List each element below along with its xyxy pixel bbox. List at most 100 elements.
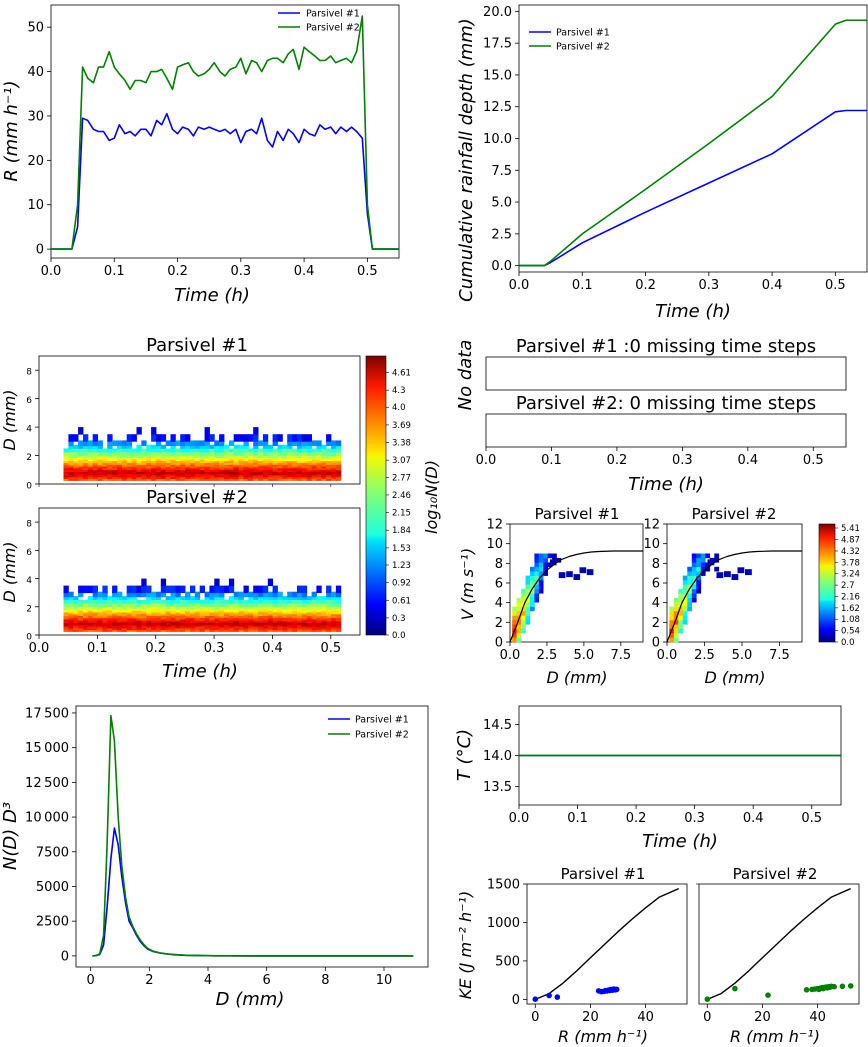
- heatmap-cell: [185, 475, 191, 478]
- missing-bar-p2: [485, 413, 847, 448]
- heatmap-cell: [204, 440, 210, 447]
- heatmap-cell: [321, 608, 327, 611]
- heatmap-cell: [121, 440, 128, 447]
- heatmap-cell: [141, 612, 147, 615]
- heatmap-cell: [301, 626, 308, 629]
- heatmap-cell: [170, 626, 176, 629]
- heatmap-cell: [102, 606, 108, 610]
- y-tick-label: 10: [643, 537, 660, 552]
- heatmap-cell: [165, 620, 171, 623]
- heatmap-cell: [262, 622, 269, 625]
- heatmap-cell: [146, 464, 152, 467]
- vd-cell: [538, 575, 544, 581]
- heatmap-cell: [316, 451, 322, 456]
- heatmap-cell: [272, 440, 278, 447]
- vd-cell: [534, 566, 540, 572]
- y-tick-label: 5000: [36, 880, 69, 895]
- heatmap-cell: [311, 615, 317, 618]
- heatmap-cell: [107, 451, 113, 456]
- heatmap-cell: [199, 459, 205, 462]
- heatmap-cell: [233, 459, 239, 462]
- heatmap-cell: [297, 448, 303, 453]
- heatmap-cell: [267, 608, 274, 611]
- heatmap-cell: [199, 603, 205, 608]
- heatmap-cell: [267, 444, 274, 449]
- heatmap-cell: [228, 627, 235, 630]
- heatmap-cell: [301, 464, 308, 467]
- vd-cell: [512, 637, 517, 643]
- legend-label-p1: Parsivel #1: [355, 715, 409, 726]
- heatmap-cell: [233, 620, 239, 623]
- x-tick-label: 40: [809, 1010, 826, 1025]
- rain-rate-line-p2: [51, 15, 399, 250]
- heatmap-cell: [258, 627, 264, 630]
- heatmap-cell: [78, 462, 84, 465]
- heatmap-cell: [297, 612, 303, 615]
- heatmap-cell: [335, 617, 342, 620]
- heatmap-cell: [301, 617, 308, 620]
- heatmap-cell: [297, 610, 303, 613]
- heatmap-cell: [277, 613, 283, 616]
- heatmap-cell: [287, 624, 293, 627]
- heatmap-cell: [160, 455, 167, 459]
- heatmap-cell: [97, 468, 103, 471]
- heatmap-cell: [331, 622, 337, 625]
- heatmap-cell: [73, 473, 79, 476]
- heatmap-cell: [292, 448, 298, 453]
- heatmap-cell: [92, 610, 98, 613]
- y-tick-label: 8: [652, 557, 660, 572]
- heatmap-cell: [238, 451, 244, 456]
- heatmap-cell: [301, 462, 308, 465]
- heatmap-cell: [282, 457, 288, 460]
- heatmap-cell: [238, 468, 244, 471]
- heatmap-cell: [83, 455, 89, 459]
- heatmap-cell: [209, 617, 215, 620]
- heatmap-cell: [224, 451, 230, 456]
- heatmap-cell: [131, 451, 137, 456]
- heatmap-cell: [248, 622, 254, 625]
- heatmap-cell: [297, 622, 303, 625]
- heatmap-cell: [326, 478, 332, 481]
- heatmap-cell: [92, 627, 98, 630]
- heatmap-cell: [219, 585, 225, 594]
- heatmap-cell: [160, 444, 167, 449]
- heatmap-cell: [73, 451, 79, 456]
- colorbar-tick-label: 0.92: [392, 579, 411, 589]
- heatmap-cell: [92, 624, 98, 627]
- heatmap-cell: [92, 629, 98, 632]
- heatmap-cell: [243, 459, 249, 462]
- heatmap-cell: [326, 599, 332, 604]
- heatmap-cell: [321, 619, 327, 622]
- heatmap-cell: [262, 469, 269, 472]
- heatmap-cell: [63, 457, 69, 460]
- heatmap-cell: [175, 606, 181, 610]
- vd-cell: [705, 566, 711, 572]
- heatmap-cell: [287, 471, 293, 474]
- heatmap-cell: [219, 464, 225, 467]
- heatmap-cell: [233, 610, 239, 613]
- heatmap-cell: [321, 620, 327, 623]
- heatmap-cell: [126, 608, 132, 611]
- heatmap-cell: [63, 596, 69, 600]
- heatmap-cell: [117, 606, 123, 610]
- heatmap-cell: [175, 624, 181, 627]
- y-tick-label: 20: [27, 154, 44, 169]
- heatmap-cell: [262, 464, 269, 467]
- heatmap-cell: [97, 591, 103, 598]
- heatmap-cell: [243, 608, 249, 611]
- heatmap-cell: [68, 466, 74, 469]
- heatmap-cell: [185, 464, 191, 467]
- heatmap-cell: [136, 603, 142, 608]
- heatmap-cell: [219, 620, 225, 623]
- heatmap-cell: [306, 629, 312, 632]
- heatmap-cell: [233, 627, 239, 630]
- heatmap-cell: [331, 469, 337, 472]
- heatmap-cell: [258, 624, 264, 627]
- heatmap-cell: [258, 619, 264, 622]
- heatmap-cell: [335, 464, 342, 467]
- heatmap-cell: [112, 591, 118, 598]
- heatmap-cell: [262, 612, 269, 615]
- heatmap-cell: [151, 617, 157, 620]
- heatmap-cell: [316, 606, 322, 610]
